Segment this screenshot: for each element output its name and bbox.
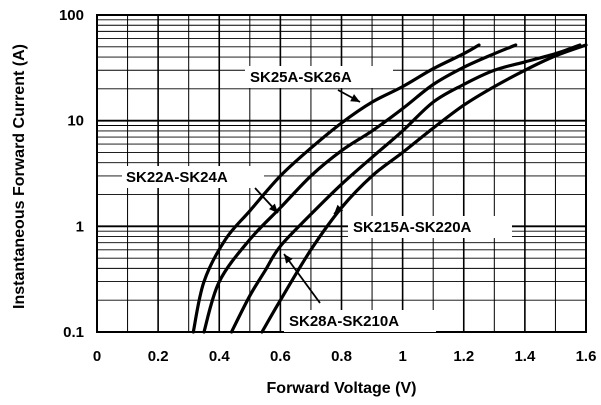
annotation-label-sk215a-sk220a: SK215A-SK220A [353, 219, 472, 236]
y-axis-title: Instantaneous Forward Current (A) [11, 44, 28, 309]
y-tick-label: 10 [67, 113, 84, 130]
x-axis-title: Forward Voltage (V) [267, 380, 417, 397]
x-tick-label: 0.8 [331, 348, 352, 365]
y-tick-label: 0.1 [63, 324, 84, 341]
series-line-sk25a-sk26a [191, 43, 481, 334]
y-tick-labels: 0.1 1 10 100 [59, 7, 84, 341]
annotation-bg-sk22a-sk24a [122, 166, 264, 188]
series-line-sk22a-sk24a [202, 43, 518, 334]
series-line-sk28a-sk210a [229, 43, 582, 334]
annotation-arrowhead-sk215a-sk220a [334, 204, 344, 214]
annotations: SK25A-SK26A SK22A-SK24A SK215A-SK220A SK28A… [122, 66, 512, 332]
x-tick-label: 1.6 [576, 348, 597, 365]
x-tick-label: 0.6 [270, 348, 291, 365]
x-tick-label: 0.2 [148, 348, 169, 365]
annotation-label-sk25a-sk26a: SK25A-SK26A [250, 69, 352, 86]
y-tick-label: 100 [59, 7, 84, 24]
x-tick-labels: 0 0.2 0.4 0.6 0.8 1 1.2 1.4 1.6 [93, 348, 597, 365]
series-line-sk215a-sk220a [260, 43, 588, 334]
annotation-label-sk28a-sk210a: SK28A-SK210A [289, 313, 399, 330]
x-tick-label: 1 [398, 348, 406, 365]
annotation-label-sk22a-sk24a: SK22A-SK24A [126, 169, 228, 186]
x-tick-label: 1.2 [453, 348, 474, 365]
x-tick-label: 0 [93, 348, 101, 365]
annotation-arrowhead-sk22a-sk24a [268, 203, 278, 213]
x-tick-label: 1.4 [514, 348, 536, 365]
y-tick-label: 1 [76, 218, 84, 235]
x-tick-label: 0.4 [209, 348, 231, 365]
annotation-bg-sk215a-sk220a [348, 216, 512, 238]
annotation-arrowhead-sk25a-sk26a [350, 94, 360, 102]
annotation-leader-sk28a-sk210a [283, 253, 321, 304]
annotation-bg-sk28a-sk210a [284, 310, 436, 332]
series-group [191, 43, 588, 334]
annotation-arrowhead-sk28a-sk210a [284, 254, 293, 264]
annotation-bg-sk25a-sk26a [245, 66, 393, 88]
